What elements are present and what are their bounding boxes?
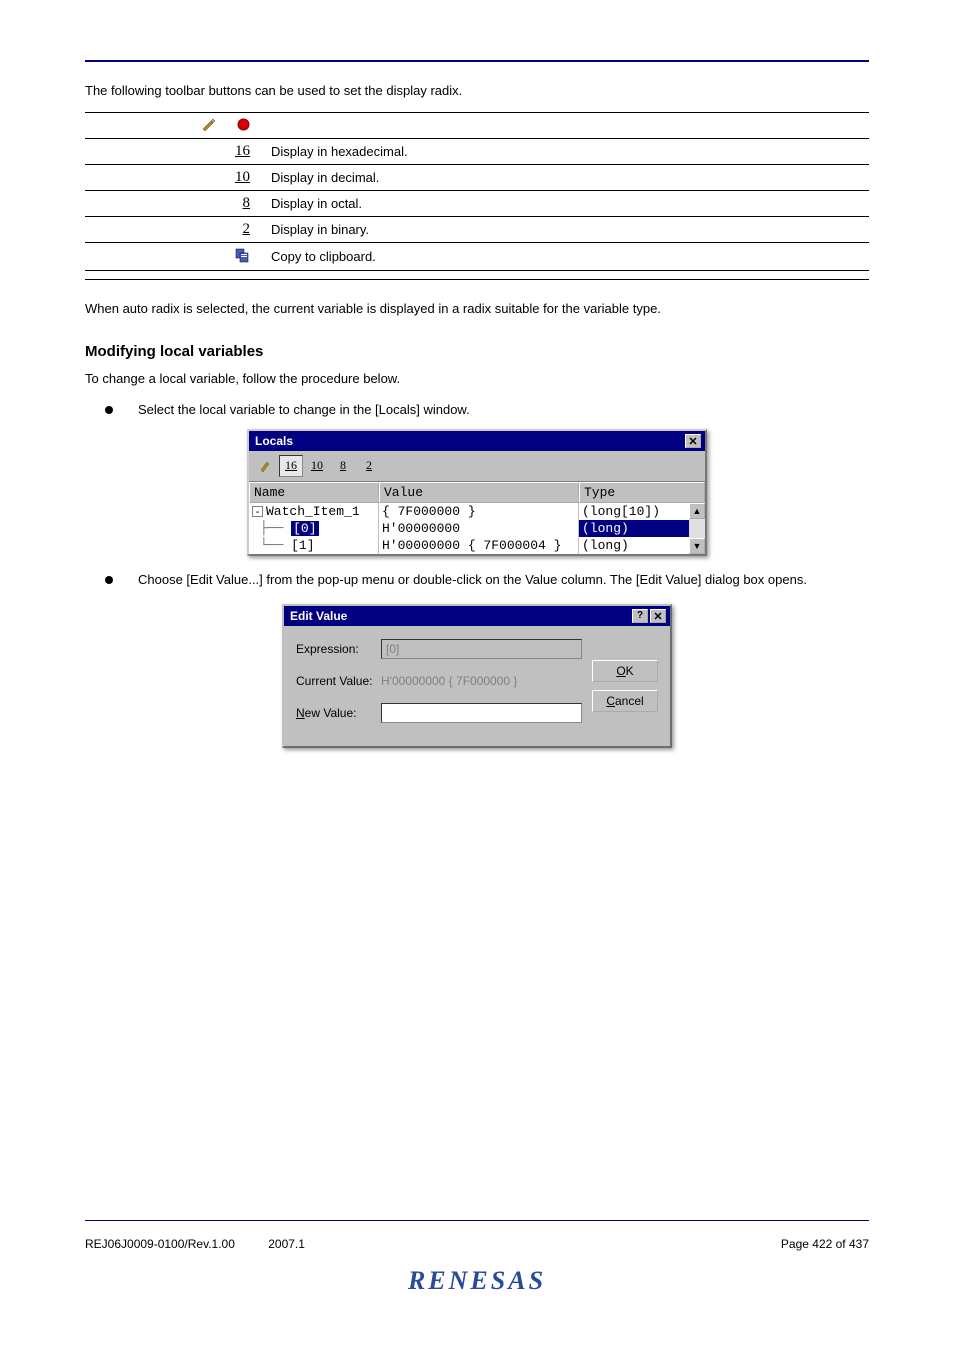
row-desc: Display in octal. <box>265 191 869 217</box>
radix-8-button[interactable]: 8 <box>331 455 355 477</box>
locals-cell-name: └── [1] <box>249 537 379 554</box>
locals-row[interactable]: ├── [0] H'00000000 (long) <box>249 520 689 537</box>
var-name: [0] <box>291 521 318 536</box>
var-name: [1] <box>291 538 314 553</box>
table-row: 8 Display in octal. <box>85 191 869 217</box>
ok-button[interactable]: OK <box>592 660 658 682</box>
radix-10-icon: 10 <box>235 169 250 186</box>
locals-cell-value[interactable]: H'00000000 { 7F000004 } <box>379 537 579 554</box>
pencil-icon <box>201 119 219 134</box>
footer-rule <box>85 1220 869 1221</box>
locals-cell-type: (long) <box>579 537 689 554</box>
row-desc: Display in decimal. <box>265 165 869 191</box>
table-row <box>85 271 869 280</box>
auto-radix-note: When auto radix is selected, the current… <box>85 300 869 318</box>
footer-page: Page 422 of 437 <box>781 1237 869 1251</box>
renesas-logo: RENESAS <box>408 1266 546 1296</box>
radix-16-button[interactable]: 16 <box>279 455 303 477</box>
modify-locals-heading: Modifying local variables <box>85 343 869 360</box>
vertical-scrollbar[interactable]: ▲ ▼ <box>689 503 705 554</box>
breakpoint-icon <box>237 119 250 134</box>
toolbar-intro-text: The following toolbar buttons can be use… <box>85 82 869 100</box>
modify-locals-text: To change a local variable, follow the p… <box>85 370 869 388</box>
row-desc: Copy to clipboard. <box>265 243 869 271</box>
expression-field: [0] <box>381 639 582 659</box>
locals-cell-type: (long) <box>579 520 689 537</box>
bullet-icon <box>105 576 113 584</box>
radix-10-button[interactable]: 10 <box>305 455 329 477</box>
newvalue-label: New Value: <box>296 706 381 720</box>
radix-icon-table: 16 Display in hexadecimal. 10 Display in… <box>85 112 869 280</box>
tree-connector-icon: ├── <box>252 521 283 536</box>
locals-row[interactable]: └── [1] H'00000000 { 7F000004 } (long) <box>249 537 689 554</box>
close-icon[interactable] <box>685 434 701 448</box>
help-icon[interactable]: ? <box>632 609 648 623</box>
close-icon[interactable] <box>650 609 666 623</box>
locals-window: Locals 16 10 8 2 Name Value Type -Watch_… <box>247 429 707 556</box>
radix-16-icon: 16 <box>235 143 250 160</box>
tree-connector-icon: └── <box>252 538 283 553</box>
bullet-text: Select the local variable to change in t… <box>138 401 470 419</box>
col-header-name[interactable]: Name <box>249 482 379 503</box>
collapse-icon[interactable]: - <box>252 506 263 517</box>
editvalue-title: Edit Value <box>288 609 347 623</box>
locals-toolbar: 16 10 8 2 <box>249 451 705 482</box>
table-row: 16 Display in hexadecimal. <box>85 139 869 165</box>
scroll-down-icon[interactable]: ▼ <box>689 538 705 554</box>
locals-titlebar[interactable]: Locals <box>249 431 705 451</box>
locals-cell-type: (long[10]) <box>579 503 689 520</box>
header-rule <box>85 60 869 62</box>
editvalue-titlebar[interactable]: Edit Value ? <box>284 606 670 626</box>
table-row: 10 Display in decimal. <box>85 165 869 191</box>
locals-column-headers: Name Value Type <box>249 482 705 503</box>
table-row: 2 Display in binary. <box>85 217 869 243</box>
expression-label: Expression: <box>296 642 381 656</box>
newvalue-input[interactable] <box>381 703 582 723</box>
locals-title: Locals <box>253 434 293 448</box>
bullet-item: Choose [Edit Value...] from the pop-up m… <box>105 571 869 589</box>
row-desc: Display in hexadecimal. <box>265 139 869 165</box>
locals-row[interactable]: -Watch_Item_1 { 7F000000 } (long[10]) <box>249 503 689 520</box>
col-header-type[interactable]: Type <box>579 482 705 503</box>
locals-body: -Watch_Item_1 { 7F000000 } (long[10]) ├─… <box>249 503 705 554</box>
locals-cell-value[interactable]: H'00000000 <box>379 520 579 537</box>
radix-2-button[interactable]: 2 <box>357 455 381 477</box>
scroll-up-icon[interactable]: ▲ <box>689 503 705 519</box>
cancel-button[interactable]: Cancel <box>592 690 658 712</box>
locals-cell-name: -Watch_Item_1 <box>249 503 379 520</box>
bullet-icon <box>105 406 113 414</box>
currentvalue-label: Current Value: <box>296 674 381 688</box>
var-name: Watch_Item_1 <box>266 504 360 519</box>
radix-2-icon: 2 <box>243 221 251 238</box>
locals-cell-value[interactable]: { 7F000000 } <box>379 503 579 520</box>
copy-icon <box>234 251 250 266</box>
footer-rev: REJ06J0009-0100/Rev.1.00 <box>85 1237 235 1251</box>
currentvalue-text: H'00000000 { 7F000000 } <box>381 674 582 688</box>
edit-value-dialog: Edit Value ? Expression: [0] Current Val… <box>282 604 672 748</box>
bullet-item: Select the local variable to change in t… <box>105 401 869 419</box>
locals-cell-name: ├── [0] <box>249 520 379 537</box>
row-desc: Display in binary. <box>265 217 869 243</box>
footer-date: 2007.1 <box>268 1237 305 1251</box>
auto-radix-button[interactable] <box>253 455 277 477</box>
radix-8-icon: 8 <box>243 195 251 212</box>
table-row <box>85 113 869 139</box>
bullet-text: Choose [Edit Value...] from the pop-up m… <box>138 571 807 589</box>
table-row: Copy to clipboard. <box>85 243 869 271</box>
col-header-value[interactable]: Value <box>379 482 579 503</box>
scroll-track[interactable] <box>689 519 705 538</box>
